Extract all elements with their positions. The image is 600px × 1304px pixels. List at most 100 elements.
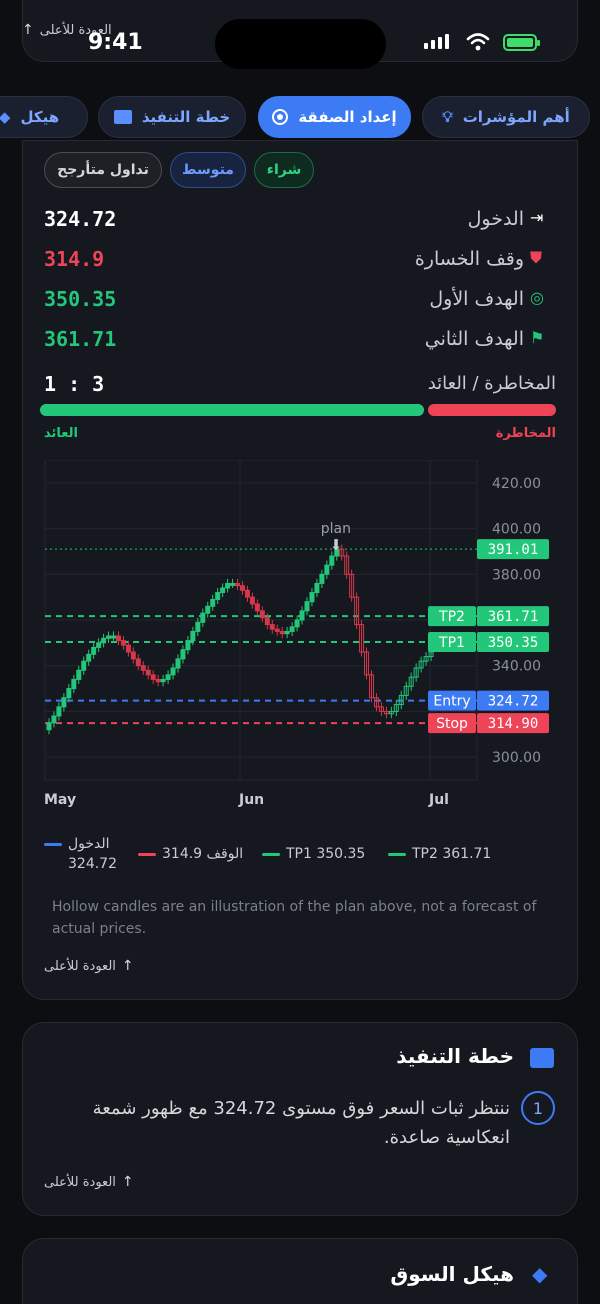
x-tick-label: May <box>44 792 76 808</box>
candle-body <box>195 621 201 632</box>
candle-body <box>120 640 126 646</box>
candle-body <box>240 585 245 591</box>
back-to-top-link[interactable]: ↑ العودة للأعلى <box>44 958 134 974</box>
reward-caption: العائد <box>44 426 78 441</box>
candle-body <box>408 676 414 687</box>
plan-annotation: plan <box>321 521 351 537</box>
candle-body <box>46 722 52 731</box>
battery-icon <box>503 34 540 51</box>
candle-body <box>339 548 345 557</box>
stop-value: 314.9 <box>44 247 105 271</box>
candle-body <box>81 660 87 671</box>
up-arrow-icon: ↑ <box>22 22 34 38</box>
candle-body <box>155 678 161 683</box>
candle-body <box>393 704 399 712</box>
candle-body <box>289 626 295 632</box>
candle-body <box>423 656 429 662</box>
tp2-value: 361.71 <box>44 327 117 351</box>
candle-body <box>349 573 355 598</box>
level-label-tag <box>428 713 476 734</box>
execution-back-link[interactable]: ↑ العودة للأعلى <box>44 1174 134 1190</box>
down-arrow-icon: ⬇ <box>330 536 343 554</box>
dynamic-island <box>215 19 386 69</box>
price-tag <box>477 690 549 711</box>
risk-reward-value: 1 : 3 <box>44 372 105 396</box>
wifi-icon <box>466 33 490 51</box>
candle-body <box>140 665 146 671</box>
candle-body <box>334 548 340 557</box>
candle-body <box>354 596 360 626</box>
candle-body <box>324 564 330 575</box>
candle-body <box>66 688 72 699</box>
candle-body <box>364 651 370 676</box>
candlestick-chart: 420.00 400.00 380.00 340.00 300.00 May Jun Jul p… <box>44 460 549 808</box>
trade-setup-card <box>22 140 578 1000</box>
candle-body <box>190 630 196 642</box>
candle-body <box>220 587 226 594</box>
status-time: 9:41 <box>88 30 143 55</box>
candle-body <box>130 651 136 660</box>
candle-body <box>200 612 206 623</box>
x-tick-label: Jul <box>428 792 449 808</box>
candle-body <box>125 644 131 653</box>
price-tag <box>477 713 549 734</box>
candle-body <box>111 635 116 639</box>
market-structure-card <box>22 1238 578 1304</box>
list-icon <box>530 1048 554 1068</box>
legend-tp1: TP1 350.35 <box>262 846 365 862</box>
candle-body <box>403 685 409 696</box>
up-arrow-icon: ↑ <box>121 1174 134 1190</box>
y-tick-label: 300.00 <box>492 750 541 766</box>
tab-structure[interactable]: ◆ هيكل <box>0 96 88 138</box>
candle-body <box>160 678 166 683</box>
level-label-text: Stop <box>436 716 468 732</box>
candle-body <box>294 619 300 628</box>
candle-body <box>309 592 315 603</box>
level-label-tag <box>428 690 476 711</box>
candle-body <box>230 582 236 586</box>
candle-body <box>413 667 419 678</box>
candle-body <box>205 605 211 614</box>
candle-body <box>259 610 265 619</box>
candle-body <box>215 592 221 600</box>
price-tag-value: 350.35 <box>488 635 539 651</box>
candle-body <box>210 598 216 607</box>
candle-body <box>106 635 112 639</box>
legend-stop: الوقف 314.9 <box>138 846 243 862</box>
candle-body <box>61 697 67 708</box>
candle-body <box>145 669 151 676</box>
candle-body <box>150 674 156 680</box>
candle-body <box>383 710 389 715</box>
level-label-tag <box>428 606 476 627</box>
risk-reward-label: المخاطرة / العائد <box>427 373 556 394</box>
price-tag <box>477 539 549 560</box>
level-label-tag <box>428 632 476 653</box>
candle-body <box>135 658 141 667</box>
candle-body <box>96 642 102 648</box>
step-number-badge: 1 <box>521 1091 555 1125</box>
target-icon <box>272 109 289 125</box>
candle-body <box>264 617 270 626</box>
buy-badge: شراء <box>254 152 314 188</box>
list-icon <box>113 110 132 124</box>
top-back-link[interactable]: ↑ العودة للأعلى <box>22 22 112 38</box>
candle-body <box>180 649 186 660</box>
shield-icon: ⛊ <box>530 248 543 267</box>
tab-trade-setup[interactable]: إعداد الصفقة <box>258 96 411 138</box>
candle-body <box>274 628 280 632</box>
risk-bar <box>428 404 556 416</box>
level-label-text: TP1 <box>438 635 465 651</box>
execution-plan-title: خطة التنفيذ <box>396 1044 514 1068</box>
candle-body <box>269 624 275 630</box>
candle-body <box>101 637 107 644</box>
candle-body <box>359 624 365 653</box>
candle-body <box>51 715 57 724</box>
candle-body <box>329 555 335 566</box>
tab-execution-plan[interactable]: خطة التنفيذ <box>98 96 246 138</box>
tab-indicators[interactable]: 💡︎ أهم المؤشرات <box>422 96 590 138</box>
candle-body <box>378 706 384 712</box>
price-tag-value: 361.71 <box>488 609 539 625</box>
tp1-label: الهدف الأول <box>429 288 524 310</box>
candle-body <box>115 635 121 642</box>
legend-tp2: TP2 361.71 <box>388 846 491 862</box>
